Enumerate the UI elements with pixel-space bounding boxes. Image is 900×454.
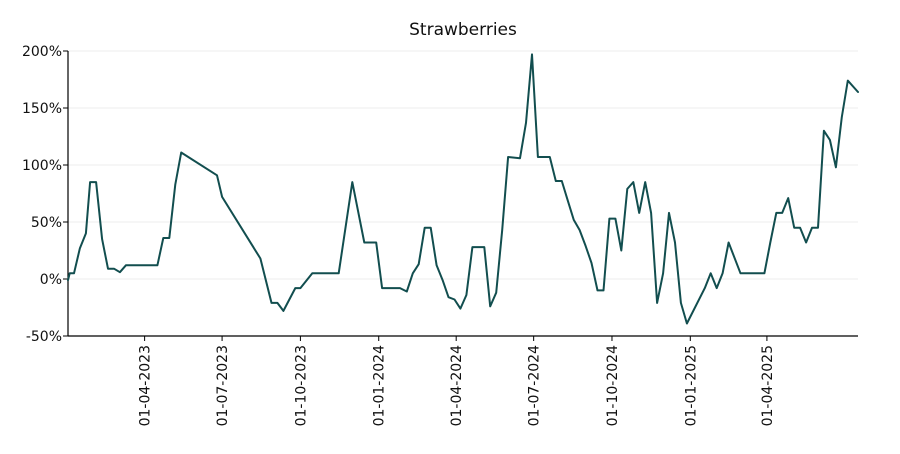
x-tick-label: 01-04-2024 [449, 345, 465, 426]
x-tick-label: 01-07-2024 [527, 345, 543, 426]
y-tick-label: 0% [40, 272, 62, 288]
x-axis-ticks: 01-04-2023 01-07-2023 01-10-2023 01-01-2024… [138, 336, 776, 426]
x-tick-label: 01-04-2023 [138, 345, 154, 426]
x-tick-label: 01-10-2024 [605, 345, 621, 426]
x-tick-label: 01-07-2023 [215, 345, 231, 426]
y-axis-ticks: 200% 150% 100% 50% 0% -50% [22, 44, 68, 345]
x-tick-label: 01-10-2023 [293, 345, 309, 426]
y-tick-label: 50% [31, 215, 62, 231]
x-tick-label: 01-01-2025 [683, 345, 699, 426]
series-layer [67, 53, 859, 325]
chart-title: Strawberries [409, 20, 517, 40]
x-tick-label: 01-01-2024 [372, 345, 388, 426]
gridlines [68, 50, 858, 280]
axes [67, 51, 858, 337]
y-tick-label: -50% [26, 329, 62, 345]
y-tick-label: 150% [22, 101, 62, 117]
x-tick-label: 01-04-2025 [760, 345, 776, 426]
series-line [67, 53, 859, 325]
y-tick-label: 100% [22, 158, 62, 174]
y-tick-label: 200% [22, 44, 62, 60]
